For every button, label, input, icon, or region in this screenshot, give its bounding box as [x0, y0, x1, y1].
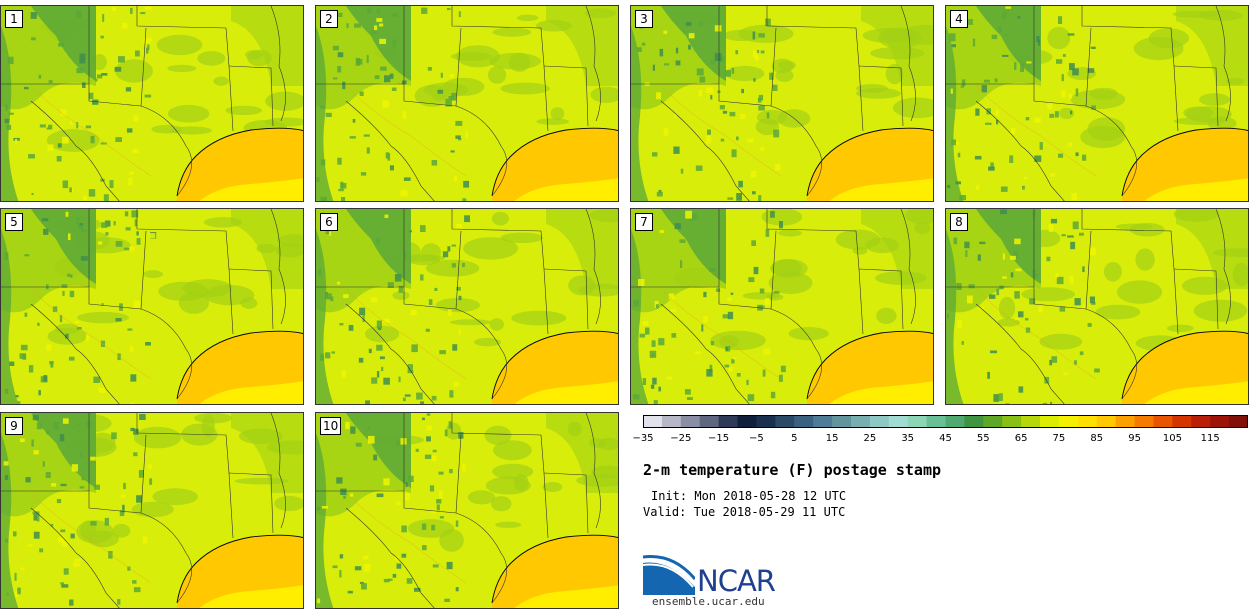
colorbar-tick-label: 35 [901, 433, 915, 444]
colorbar-segment [1058, 415, 1079, 428]
colorbar-tick-label: −35 [632, 433, 654, 444]
postage-stamp-map: 2 [315, 5, 619, 202]
colorbar-segment [1210, 415, 1230, 428]
colorbar-segment [1134, 415, 1154, 428]
colorbar-ticks: −35 −25 −15 −5 5 15 25 35 45 55 65 75 85 95 105 115 [630, 433, 1260, 447]
ensemble-member-label: 3 [635, 10, 653, 28]
colorbar-frame [643, 415, 1248, 428]
postage-stamp-map: 3 [630, 5, 934, 202]
colorbar-tick-label: 95 [1128, 433, 1141, 444]
ensemble-member-label: 1 [5, 10, 23, 28]
ensemble-member-label: 7 [635, 213, 653, 231]
colorbar-segment [926, 415, 946, 428]
postage-stamp-map: 5 [0, 208, 304, 405]
colorbar-segment [907, 415, 928, 428]
logo-wordmark: NCAR [697, 564, 776, 598]
colorbar-tick-label: 75 [1052, 433, 1066, 444]
colorbar-segment [643, 415, 663, 428]
colorbar-tick-label: 65 [1014, 433, 1028, 444]
colorbar-segment [775, 415, 795, 428]
colorbar-tick-label: 5 [791, 433, 798, 444]
colorbar-tick-label: −25 [670, 433, 692, 444]
colorbar-segment [1172, 415, 1192, 428]
postage-stamp-map: 6 [315, 208, 619, 405]
colorbar-segment [869, 415, 890, 428]
colorbar-tick-label: 85 [1090, 433, 1104, 444]
colorbar-segment [718, 415, 739, 428]
colorbar-segment [1002, 415, 1022, 428]
ensemble-member-label: 2 [320, 10, 338, 28]
colorbar-segment [888, 415, 909, 428]
ensemble-member-label: 4 [950, 10, 968, 28]
colorbar-segment [756, 415, 776, 428]
colorbar-tick-label: −15 [708, 433, 730, 444]
colorbar-segment [1191, 415, 1211, 428]
colorbar-segment [1077, 415, 1098, 428]
postage-stamp-map: 1 [0, 5, 304, 202]
colorbar-segment [850, 415, 871, 428]
colorbar-segment [964, 415, 984, 428]
plot-title: 2-m temperature (F) postage stamp [643, 461, 942, 479]
colorbar-tick-label: 105 [1162, 433, 1182, 444]
colorbar-tick-label: 55 [976, 433, 990, 444]
colorbar-segment [680, 415, 701, 428]
colorbar-segment [983, 415, 1003, 428]
colorbar-segment [1096, 415, 1117, 428]
ncar-logo-icon [643, 554, 695, 595]
valid-time: Valid: Tue 2018-05-29 11 UTC [643, 505, 846, 519]
colorbar-segment [794, 415, 814, 428]
postage-stamp-map: 7 [630, 208, 934, 405]
postage-stamp-map: 9 [0, 412, 304, 609]
colorbar-segment [699, 415, 720, 428]
colorbar-segment [813, 415, 833, 428]
colorbar-segment [1115, 415, 1136, 428]
colorbar-tick-label: 115 [1200, 433, 1220, 444]
postage-stamp-map: 8 [945, 208, 1249, 405]
ensemble-member-label: 9 [5, 417, 23, 435]
ensemble-member-label: 5 [5, 213, 23, 231]
colorbar-tick-label: −5 [749, 433, 764, 444]
colorbar-tick-label: 45 [939, 433, 952, 444]
colorbar-segment [737, 415, 757, 428]
colorbar [643, 415, 1248, 428]
colorbar-tick-label: 15 [825, 433, 839, 444]
colorbar-tick-label: 25 [863, 433, 877, 444]
ensemble-member-label: 6 [320, 213, 338, 231]
colorbar-segment [945, 415, 965, 428]
colorbar-segment [1021, 415, 1041, 428]
postage-stamp-map: 4 [945, 5, 1249, 202]
colorbar-segment [661, 415, 682, 428]
ensemble-member-label: 10 [320, 417, 342, 435]
init-time: Init: Mon 2018-05-28 12 UTC [651, 489, 847, 503]
colorbar-segment [1040, 415, 1060, 428]
logo-url: ensemble.ucar.edu [652, 595, 765, 608]
colorbar-segment [1153, 415, 1173, 428]
ensemble-member-label: 8 [950, 213, 968, 231]
colorbar-segment [832, 415, 852, 428]
colorbar-segment [1229, 415, 1248, 428]
postage-stamp-map: 10 [315, 412, 619, 609]
